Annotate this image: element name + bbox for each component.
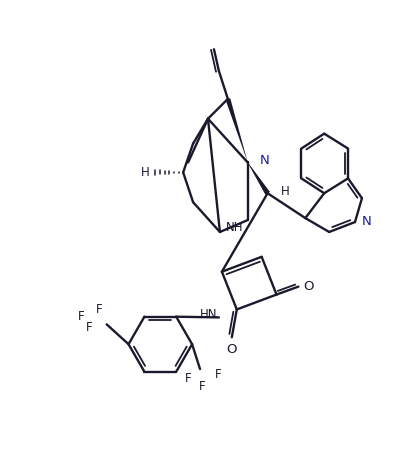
Text: N: N (362, 214, 372, 228)
Text: H: H (141, 166, 150, 179)
Text: F: F (85, 321, 92, 334)
Polygon shape (248, 163, 270, 195)
Polygon shape (225, 98, 248, 163)
Text: F: F (77, 310, 84, 323)
Text: O: O (227, 343, 237, 356)
Text: O: O (303, 280, 314, 293)
Text: HN: HN (200, 308, 218, 321)
Polygon shape (248, 163, 270, 195)
Text: NH: NH (226, 221, 243, 234)
Text: F: F (96, 303, 102, 316)
Text: H: H (281, 185, 289, 198)
Text: F: F (185, 372, 192, 386)
Text: F: F (199, 381, 205, 393)
Text: N: N (260, 154, 269, 167)
Text: F: F (215, 367, 221, 381)
